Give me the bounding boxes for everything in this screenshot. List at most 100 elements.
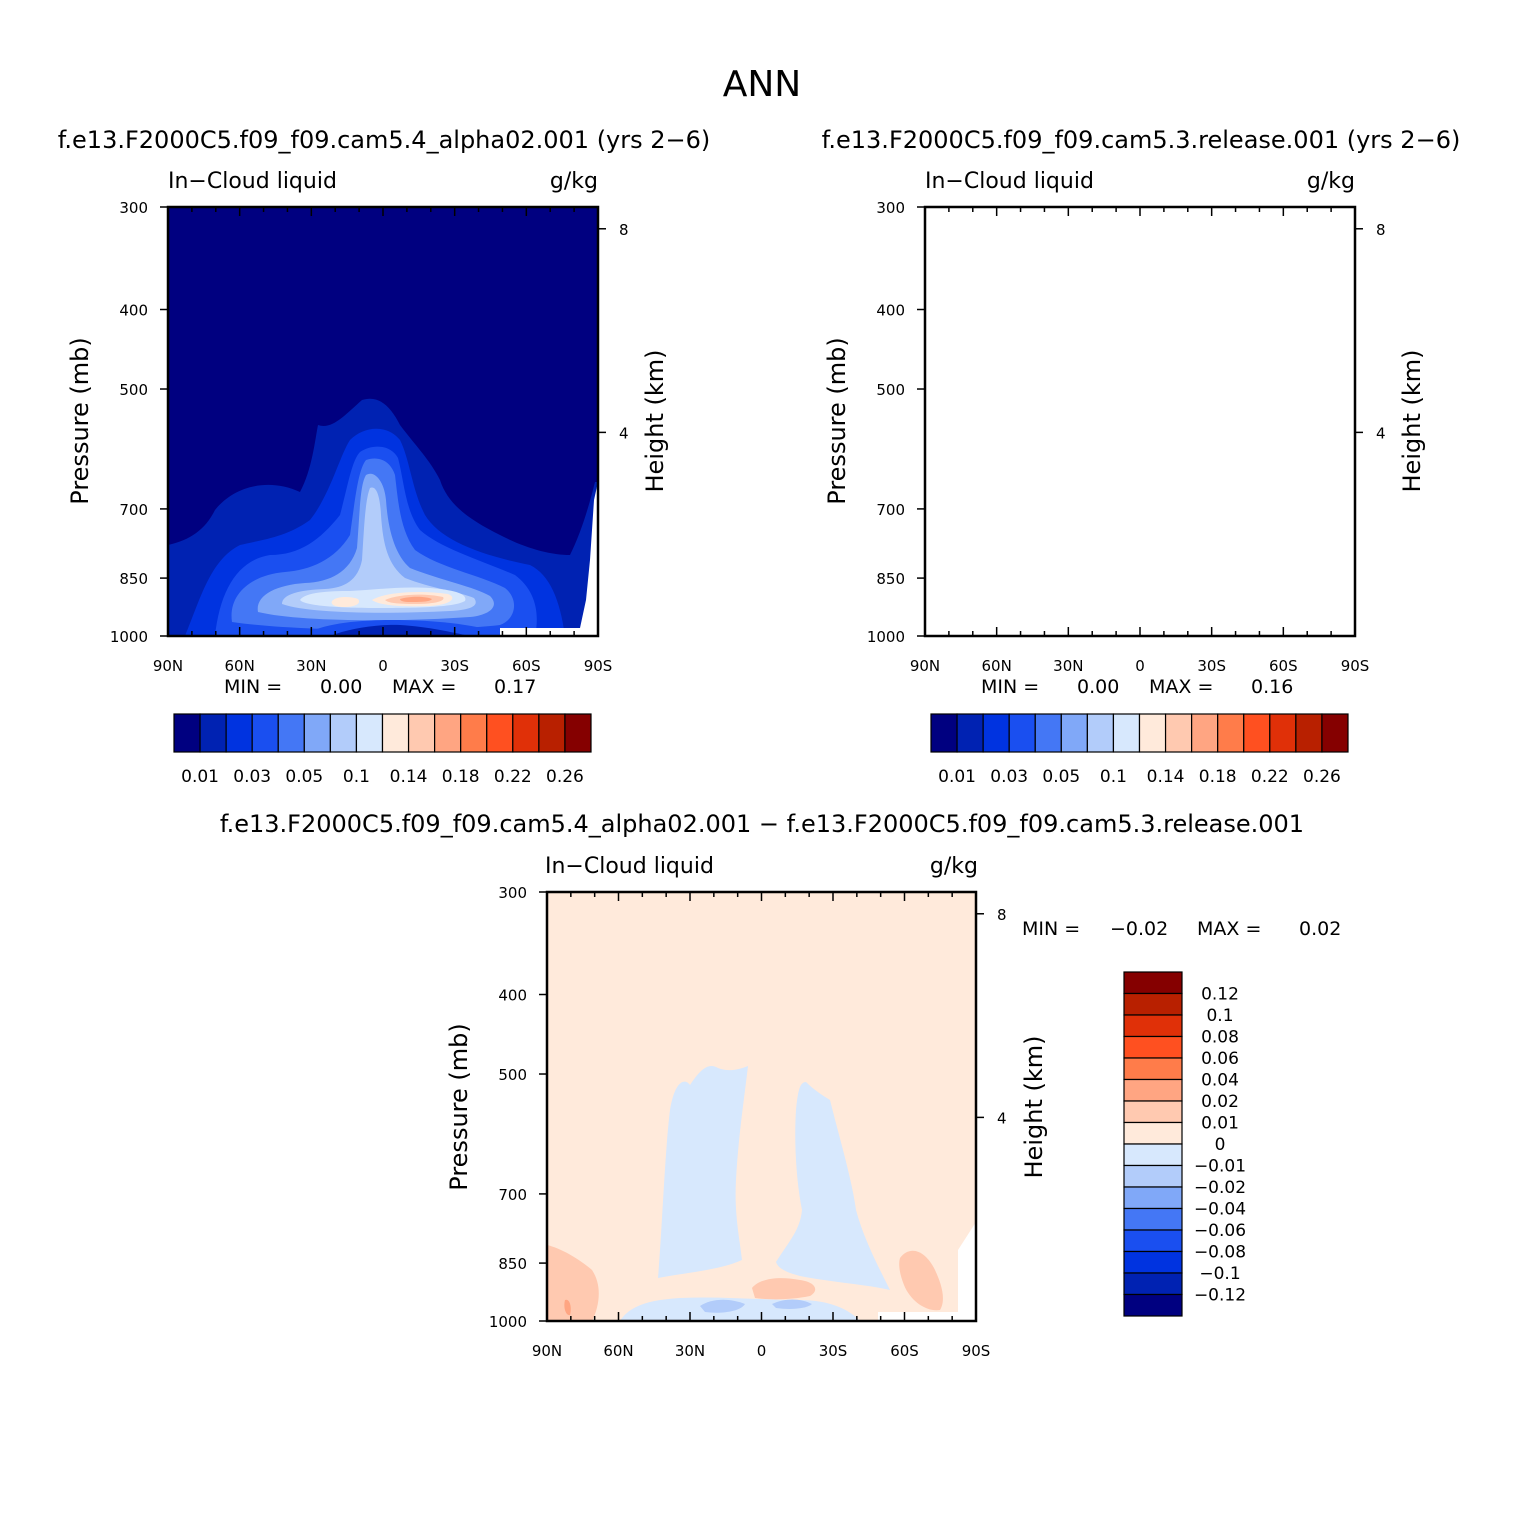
- colorbar-label: 0.01: [1201, 1114, 1239, 1134]
- x-tick-label: 60N: [982, 657, 1012, 675]
- diff-neg2-b: [772, 1299, 812, 1309]
- colorbar-label: 0.1: [1100, 767, 1127, 787]
- colorbar-label: −0.08: [1194, 1243, 1246, 1263]
- colorbar-swatch: [329, 713, 358, 753]
- y-tick-label: 700: [119, 501, 148, 519]
- colorbar-label: 0.06: [1201, 1049, 1239, 1069]
- colorbar-swatch: [486, 713, 514, 753]
- colorbar-test: 0.01 0.03 0.05 0.1 0.14 0.18 0.22 0.26: [173, 713, 592, 787]
- x-tick-label: 0: [378, 657, 388, 675]
- colorbar-label: 0.18: [1199, 767, 1237, 787]
- ylabel-difference: Pressure (mb): [445, 1023, 473, 1190]
- colorbar-swatch: [407, 713, 436, 753]
- missing-data-bottom-difference: [878, 1312, 976, 1321]
- colorbar-swatch: [199, 713, 227, 753]
- x-tick-label: 90S: [584, 657, 613, 675]
- x-tick-label: 0: [1135, 657, 1145, 675]
- colorbar-label: −0.06: [1194, 1221, 1246, 1241]
- panel-test: f.e13.F2000C5.f09_f09.cam5.4_alpha02.001…: [58, 126, 711, 787]
- colorbar-swatch: [1034, 713, 1062, 753]
- colorbar-swatch: [1123, 1164, 1183, 1188]
- contour-level-6: [1041, 487, 1227, 612]
- contour-level-10: [400, 596, 432, 602]
- colorbar-label: 0.01: [181, 767, 219, 787]
- colorbar-swatch: [1123, 1272, 1183, 1296]
- colorbar-label: 0.22: [1251, 767, 1289, 787]
- colorbar-label: 0.05: [285, 767, 323, 787]
- colorbar-swatch: [355, 713, 384, 753]
- panel-control: f.e13.F2000C5.f09_f09.cam5.3.release.001…: [822, 126, 1461, 787]
- missing-data-control: [1337, 482, 1355, 636]
- ylabel-right-control: Height (km): [1398, 350, 1426, 493]
- colorbar-swatch: [1123, 1121, 1183, 1145]
- x-tick-label: 90N: [532, 1342, 562, 1360]
- case-title-difference: f.e13.F2000C5.f09_f09.cam5.4_alpha02.001…: [220, 810, 1304, 838]
- height-tick-label: 8: [1376, 221, 1386, 239]
- height-tick-label: 8: [997, 906, 1007, 924]
- x-tick-label: 90S: [962, 1342, 991, 1360]
- y-tick-label: 400: [119, 302, 148, 320]
- y-tick-label: 850: [876, 570, 905, 588]
- colorbar-swatch: [1123, 1014, 1183, 1038]
- colorbar-swatch: [1123, 971, 1183, 995]
- colorbar-label: 0.04: [1201, 1071, 1239, 1091]
- colorbar-label: 0.26: [546, 767, 584, 787]
- ticks-difference: 90N 60N 30N 0 30S 60S 90S 300 400 500 700 850 1000 8 4: [489, 884, 1007, 1360]
- colorbar-label: 0.03: [990, 767, 1028, 787]
- x-tick-label: 90N: [153, 657, 183, 675]
- colorbar-swatch: [1123, 992, 1183, 1016]
- contour-level-5: [1019, 474, 1246, 620]
- colorbar-swatch: [1060, 713, 1088, 753]
- y-tick-label: 850: [498, 1255, 527, 1273]
- height-tick-label: 4: [619, 424, 629, 442]
- diff-pos2-north: [564, 1299, 571, 1316]
- y-tick-label: 1000: [110, 628, 148, 646]
- contour-level-6: [282, 487, 476, 613]
- x-tick-label: 60S: [512, 657, 541, 675]
- diff-pos-center: [752, 1278, 816, 1300]
- contour-level-7: [1061, 588, 1215, 608]
- units-label-difference: g/kg: [930, 854, 978, 879]
- colorbar-swatch: [1123, 1250, 1183, 1274]
- colorbar-swatch: [1086, 713, 1115, 753]
- max-value-test: 0.17: [494, 676, 536, 698]
- contour-field-control: [925, 207, 1355, 636]
- diff-neg-region-south: [776, 1082, 890, 1290]
- y-tick-label: 300: [498, 884, 527, 902]
- contour-level-8b: [1133, 593, 1203, 606]
- x-tick-label: 30N: [1053, 657, 1083, 675]
- field-label-control: In−Cloud liquid: [925, 169, 1094, 194]
- field-label-difference: In−Cloud liquid: [545, 854, 714, 879]
- colorbar-swatch: [982, 713, 1010, 753]
- colorbar-swatch: [956, 713, 984, 753]
- y-tick-label: 400: [876, 302, 905, 320]
- colorbar-label: 0.22: [494, 767, 532, 787]
- contour-level-0: [925, 207, 1355, 636]
- y-tick-label: 300: [119, 199, 148, 217]
- y-tick-label: 300: [876, 199, 905, 217]
- units-label-test: g/kg: [550, 169, 598, 194]
- colorbar-swatch: [1123, 1207, 1183, 1231]
- ticks-control: 90N 60N 30N 0 30S 60S 90S 300 400 500 700 850 1000 8 4: [867, 199, 1386, 675]
- colorbar-swatch: [930, 713, 958, 753]
- min-value-control: 0.00: [1077, 676, 1119, 698]
- colorbar-label: 0.1: [343, 767, 370, 787]
- height-tick-label: 4: [1376, 424, 1386, 442]
- colorbar-label: 0.18: [442, 767, 480, 787]
- contour-level-4: [996, 459, 1267, 630]
- contour-level-surface-b: [1087, 625, 1227, 636]
- y-tick-label: 1000: [867, 628, 905, 646]
- colorbar-label: 0: [1215, 1135, 1226, 1155]
- colorbar-label: 0.05: [1042, 767, 1080, 787]
- y-tick-label: 500: [119, 381, 148, 399]
- x-tick-label: 60N: [603, 1342, 633, 1360]
- colorbar-label: 0.14: [1147, 767, 1185, 787]
- contour-level-8a: [1091, 598, 1114, 606]
- max-label-difference: MAX =: [1197, 918, 1261, 940]
- colorbar-label: −0.1: [1199, 1264, 1240, 1284]
- colorbar-swatch: [1321, 713, 1349, 753]
- y-tick-label: 700: [876, 501, 905, 519]
- x-tick-label: 30S: [819, 1342, 848, 1360]
- colorbar-swatch: [173, 713, 201, 753]
- colorbar-label: 0.14: [390, 767, 428, 787]
